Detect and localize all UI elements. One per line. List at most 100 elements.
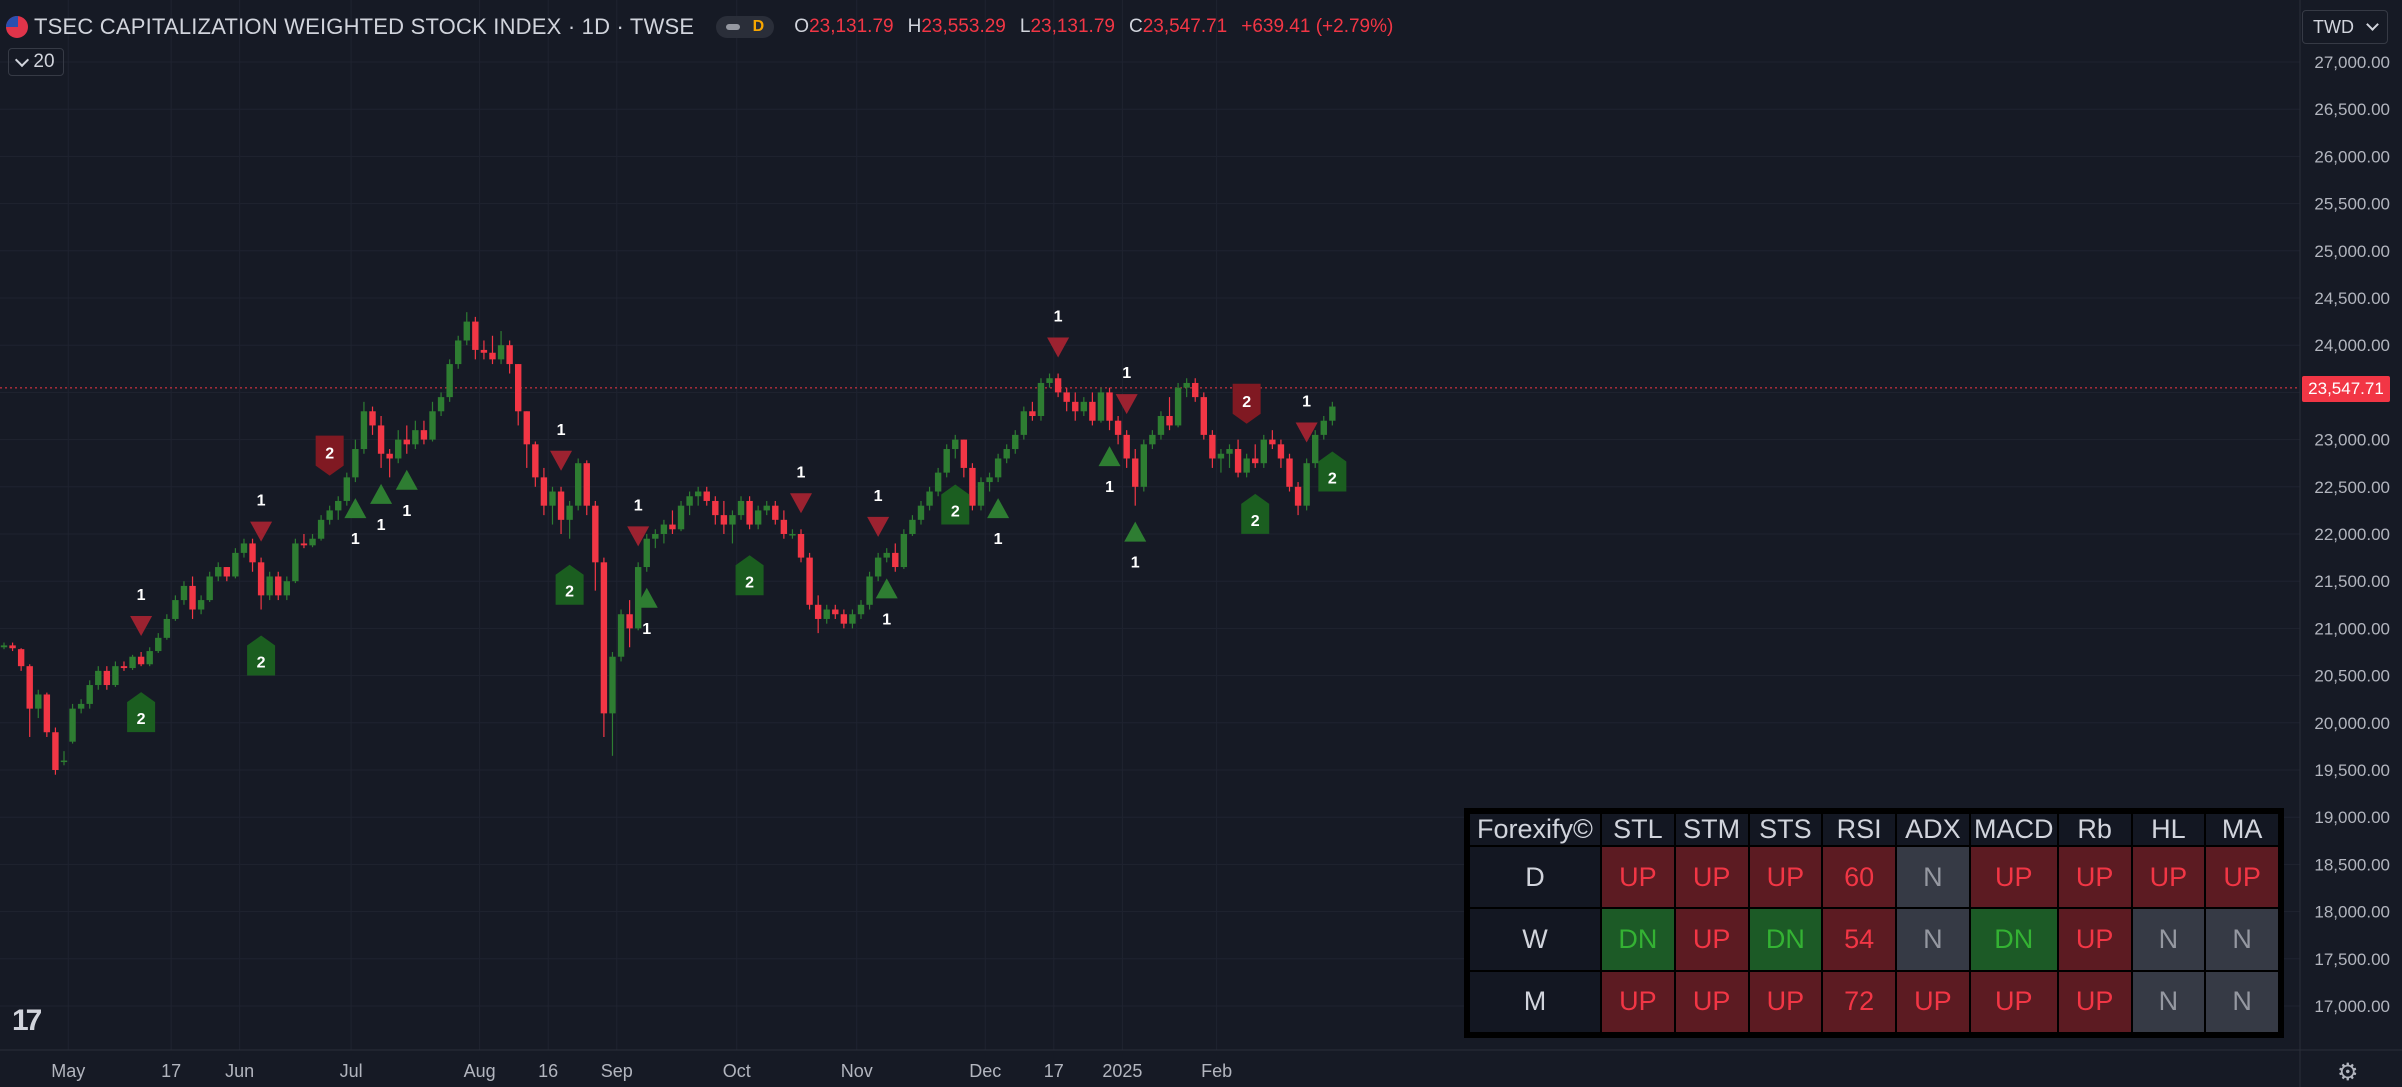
strong-buy-marker [941,484,970,525]
candle-body [1114,420,1122,435]
signal-count: 1 [634,497,643,514]
candle-body [1157,416,1165,435]
tradingview-logo-icon[interactable]: 17 [12,1004,42,1037]
signal-cell: UP [1673,844,1750,910]
price-tick-label: 19,500.00 [2314,761,2390,780]
candle-body [249,543,256,563]
candle-body [969,467,976,506]
candle-body [943,449,950,473]
candle-body [386,453,393,459]
signal-count: 1 [402,503,411,520]
candle-body [155,637,162,652]
candle-body [960,439,968,468]
strong-buy-marker [555,564,584,605]
visibility-pill[interactable]: D [716,16,775,38]
strong-buy-marker [735,555,764,596]
candle-body [9,645,16,649]
taiwan-flag-icon [6,16,28,38]
candle-body [1286,458,1293,487]
candle-body [857,604,865,615]
price-tick-label: 22,500.00 [2314,478,2390,497]
currency-select[interactable]: TWD [2302,10,2388,44]
strong-buy-marker [1318,451,1347,492]
candle-body [206,576,213,601]
candle-body [729,515,736,525]
candle-body [395,439,402,459]
candle-body [120,666,128,669]
sell-arrow-icon [790,493,813,514]
candle-body [112,666,119,686]
signal-cell: 72 [1821,969,1897,1035]
price-tick-label: 26,000.00 [2314,147,2390,166]
candle-body [849,614,856,624]
candle-body [43,694,51,733]
col-header: STM [1673,812,1750,847]
signal-count: 1 [557,422,566,439]
indicators-toggle-button[interactable]: 20 [8,48,64,76]
candle-body [592,505,599,563]
candle-body [677,505,685,530]
candle-body [223,567,231,577]
candle-body [429,411,436,440]
candle-body [326,510,333,520]
candle-body [480,349,488,353]
candle-body [686,496,693,506]
candle-body [1166,416,1173,426]
price-tick-label: 18,000.00 [2314,903,2390,922]
candle-body [669,524,676,530]
signal-cell: UP [1600,969,1676,1035]
ohlc-open: O23,131.79 [794,16,894,37]
signal-count: 2 [1251,513,1260,530]
price-tick-label: 22,000.00 [2314,525,2390,544]
signal-cell: UP [1673,907,1750,972]
candle-body [1046,378,1053,383]
candle-body [172,600,179,619]
buy-arrow-icon [344,498,367,519]
candle-body [952,439,959,450]
signal-cell: DN [1968,907,2059,972]
candle-body [909,519,916,534]
data-badge: D [752,18,765,35]
price-tick-label: 27,000.00 [2314,53,2390,72]
signal-cell: N [1895,907,1971,972]
time-tick-label: Jun [225,1061,254,1081]
candle-body [69,708,76,742]
symbol-title[interactable]: TSEC CAPITALIZATION WEIGHTED STOCK INDEX… [34,14,695,39]
candle-body [1234,449,1242,473]
buy-arrow-icon [1124,521,1147,542]
buy-arrow-icon [1098,446,1121,467]
sell-arrow-icon [250,521,273,542]
signal-count: 1 [874,488,883,505]
buy-arrow-icon [987,498,1010,519]
ohlc-close: C23,547.71 [1128,16,1228,37]
time-tick-label: Dec [969,1061,1001,1081]
candle-body [257,562,265,596]
col-header: STL [1600,812,1676,847]
candle-body [574,463,582,506]
price-tick-label: 17,500.00 [2314,950,2390,969]
price-tick-label: 23,000.00 [2314,431,2390,450]
candle-body [986,477,993,483]
signal-count: 2 [1242,394,1251,411]
candle-body [1277,444,1285,459]
signal-cell: UP [1968,844,2059,910]
candle-body [1106,392,1113,421]
signal-cell: DN [1600,907,1676,972]
sell-arrow-icon [130,616,153,636]
candle-body [626,614,633,629]
candle-body [737,500,745,516]
candle-body [720,515,728,525]
signal-cell: N [1895,844,1971,910]
buy-arrow-icon [370,483,393,504]
gear-icon[interactable]: ⚙ [2337,1059,2359,1086]
time-tick-label: 16 [538,1061,558,1081]
candle-body [1037,382,1045,416]
candlestick-series [0,312,1336,775]
signal-count: 1 [257,493,266,510]
row-label: M [1468,969,1602,1035]
sell-arrow-icon [1115,394,1138,415]
time-tick-label: Aug [464,1061,496,1081]
signal-cell: N [2204,907,2280,972]
